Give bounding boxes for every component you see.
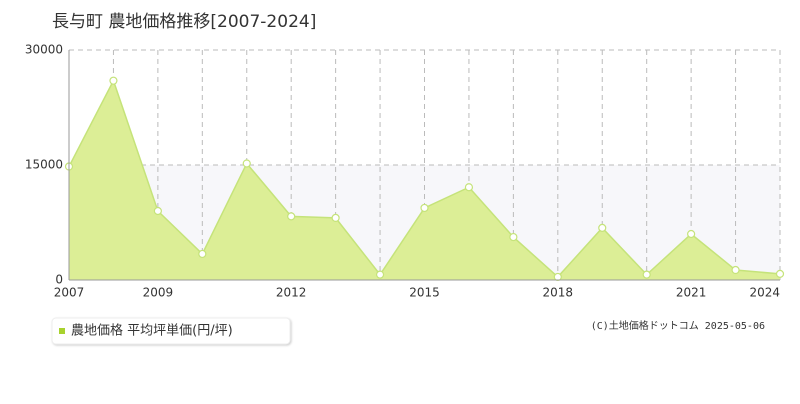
legend-box — [51, 317, 291, 345]
y-tick-label: 15000 — [25, 158, 63, 172]
point — [687, 229, 696, 239]
point — [598, 223, 607, 232]
point — [109, 76, 118, 85]
point — [731, 265, 740, 275]
x-tick-label: 2012 — [276, 286, 307, 300]
point — [420, 203, 429, 213]
point — [331, 213, 340, 222]
x-tick-label: 2007 — [54, 286, 85, 300]
point — [242, 159, 251, 168]
chart-title: 長与町 農地価格推移[2007-2024] — [52, 12, 316, 32]
point — [464, 183, 474, 192]
point — [553, 272, 562, 282]
x-tick-label: 2015 — [409, 286, 440, 300]
point — [775, 269, 785, 278]
x-tick-label: 2009 — [143, 286, 174, 300]
point — [642, 270, 651, 279]
x-tick-label: 2024 — [749, 286, 780, 300]
point — [375, 270, 385, 279]
point — [509, 232, 518, 242]
point — [198, 249, 207, 259]
point — [153, 206, 162, 216]
x-tick-label: 2018 — [543, 286, 574, 300]
credit: (C)土地価格ドットコム 2025-05-06 — [591, 319, 765, 332]
legend: 農地価格 平均坪単価(円/坪) — [51, 317, 291, 345]
y-tick-label: 30000 — [25, 43, 63, 57]
point — [287, 212, 296, 221]
x-tick-label: 2021 — [676, 286, 707, 300]
legend-label: 農地価格 平均坪単価(円/坪) — [71, 323, 233, 339]
legend-swatch — [59, 328, 65, 334]
y-tick-label: 0 — [55, 273, 63, 287]
